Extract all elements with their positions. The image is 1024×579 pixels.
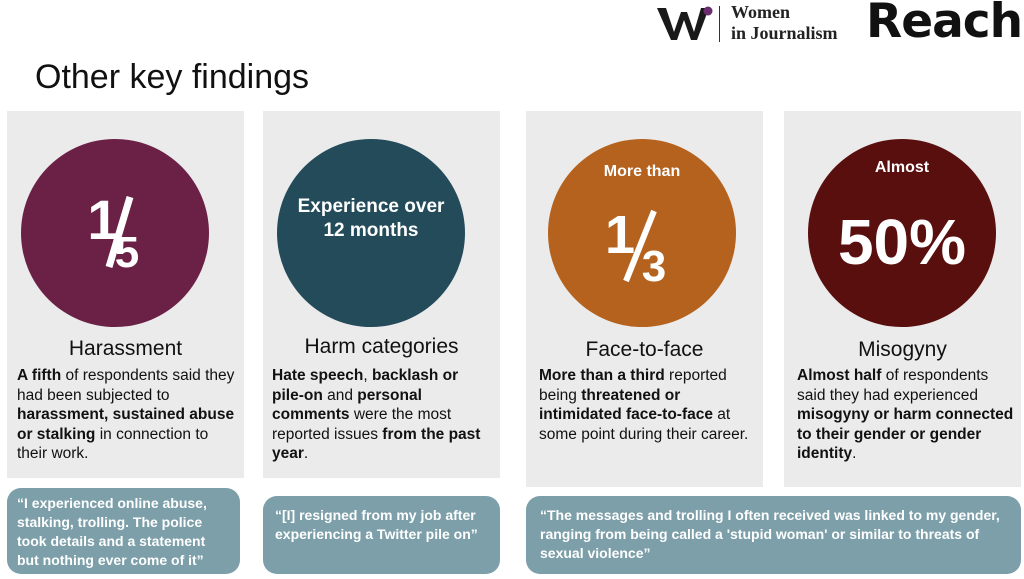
misogyny-card: Almost 50% Misogyny Almost half of respo… [784,111,1021,487]
card-heading: Face-to-face [585,338,704,361]
body-emphasis: Almost half [797,367,882,384]
quote-box: “[I] resigned from my job after experien… [263,496,500,574]
face-to-face-circle: More than 1 3 [548,139,736,327]
page-title: Other key findings [35,58,310,96]
card-heading: Misogyny [858,338,947,361]
harassment-circle: 1 5 [21,139,209,327]
face-to-face-card: More than 1 3 Face-to-face More than a t… [526,111,763,487]
women-in-journalism-wordmark: Women in Journalism [731,2,838,44]
one-fifth-fraction: 1 5 [87,188,139,277]
card-body: Hate speech, backlash or pile-on and per… [272,366,494,464]
body-text: . [852,445,857,463]
body-emphasis: Hate speech [272,367,364,384]
logo-divider [719,6,720,42]
circle-text: Experience over 12 months [297,196,445,241]
body-emphasis: backlash or pile-on [272,367,459,404]
women-in-journalism-logo-icon [657,6,713,40]
body-text: . [303,445,309,463]
misogyny-circle: Almost 50% [808,139,996,327]
quote-box: “I experienced online abuse, stalking, t… [7,488,240,574]
circle-big-value: 50% [837,206,967,278]
fraction-denominator: 5 [115,228,139,277]
reach-logo: Reach [866,0,1023,49]
circle-prefix: More than [603,163,681,180]
harm-categories-circle: Experience over 12 months [277,139,465,327]
card-heading: Harm categories [304,335,459,358]
fraction-numerator: 1 [605,205,635,265]
fraction-denominator: 3 [642,242,666,291]
body-text: reported being [539,367,727,404]
harm-categories-card: Experience over 12 months Harm categorie… [263,111,500,478]
body-text: at some point during their career. [539,406,749,443]
card-body: More than a third reported being threate… [539,366,757,444]
quote-box: “The messages and trolling I often recei… [526,496,1021,574]
body-emphasis: harassment, sustained abuse or stalking [17,406,235,443]
body-text: in connection to their work. [17,425,209,463]
harassment-card: 1 5 Harassment A fifth of respondents sa… [7,111,244,478]
card-body: A fifth of respondents said they had bee… [17,366,239,464]
body-text: were the most reported issues [272,406,452,443]
body-emphasis: personal comments [272,386,422,424]
body-emphasis: misogyny or harm connected to their gend… [797,406,1014,463]
body-text: of respondents said they had been subjec… [17,367,235,404]
body-text: and [322,386,358,404]
body-text: of respondents said they had experienced [797,367,989,404]
circle-prefix: Almost [874,159,930,176]
body-emphasis: A fifth [17,367,62,384]
one-third-fraction: 1 3 [605,205,666,291]
body-text: , [363,367,372,384]
card-body: Almost half of respondents said they had… [797,366,1019,464]
body-emphasis: from the past year [272,425,481,463]
body-emphasis: More than a third [539,367,665,384]
body-emphasis: threatened or intimidated face-to-face [539,386,713,424]
card-heading: Harassment [68,337,183,360]
logo-text-line1: Women [731,2,791,22]
logo-text-line2: in Journalism [731,23,838,43]
